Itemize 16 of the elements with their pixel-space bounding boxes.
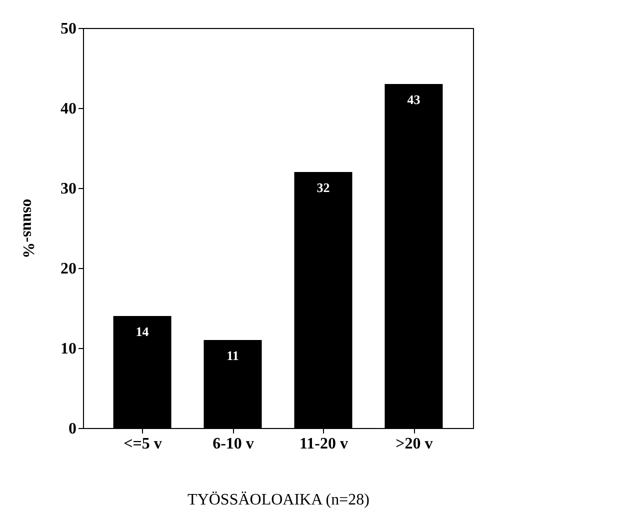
y-axis-title: osuus-% (20, 198, 36, 258)
x-axis-title: TYÖSSÄOLOAIKA (n=28) (188, 492, 370, 508)
y-tick-label: 30 (60, 180, 76, 198)
y-tick-label: 20 (60, 260, 76, 278)
data-label: 43 (407, 92, 421, 107)
data-label: 14 (136, 324, 150, 339)
y-tick-label: 0 (68, 420, 76, 438)
y-tick-label: 10 (60, 340, 76, 358)
x-tick-label: <=5 v (124, 436, 162, 452)
x-tick-label: 6-10 v (212, 436, 254, 452)
y-tick-label: 40 (60, 100, 76, 118)
data-label: 11 (226, 348, 239, 363)
y-tick-label: 50 (60, 20, 76, 38)
x-tick-label: 11-20 v (300, 436, 348, 452)
data-label: 32 (316, 180, 330, 195)
x-tick-label: >20 v (396, 436, 433, 452)
